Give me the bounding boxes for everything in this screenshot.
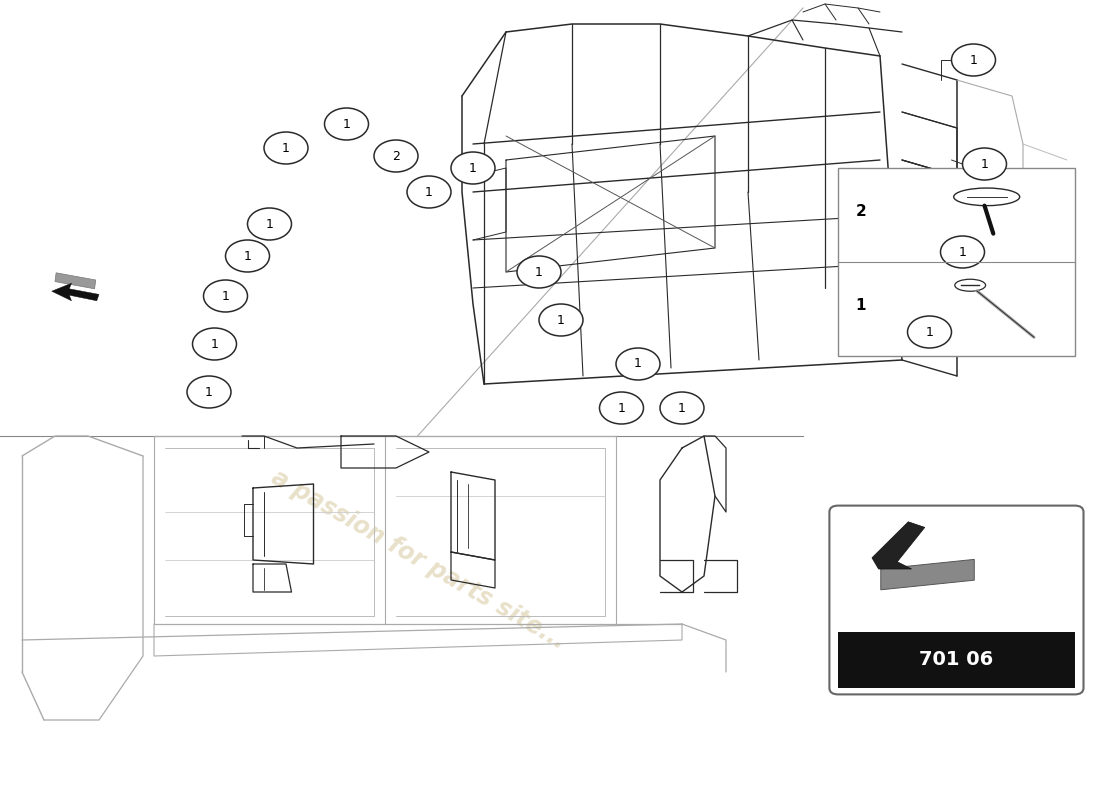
Text: 1: 1 (243, 250, 252, 262)
Text: 1: 1 (634, 358, 642, 370)
Ellipse shape (955, 279, 986, 291)
Circle shape (952, 44, 996, 76)
Circle shape (226, 240, 270, 272)
Polygon shape (881, 559, 975, 590)
Text: 1: 1 (980, 158, 989, 170)
Text: 1: 1 (425, 186, 433, 198)
FancyBboxPatch shape (829, 506, 1084, 694)
Text: 1: 1 (221, 290, 230, 302)
Text: 1: 1 (617, 402, 626, 414)
Circle shape (517, 256, 561, 288)
Circle shape (187, 376, 231, 408)
Bar (838, 632, 1075, 688)
Polygon shape (872, 522, 925, 569)
Polygon shape (55, 273, 96, 289)
Text: 1: 1 (205, 386, 213, 398)
Text: 1: 1 (969, 54, 978, 66)
Text: 1: 1 (282, 142, 290, 154)
Circle shape (600, 392, 643, 424)
Text: 2: 2 (856, 204, 867, 218)
Text: 1: 1 (535, 266, 543, 278)
Text: 1: 1 (925, 326, 934, 338)
Polygon shape (52, 283, 99, 301)
Circle shape (374, 140, 418, 172)
Circle shape (616, 348, 660, 380)
Circle shape (451, 152, 495, 184)
Text: 1: 1 (342, 118, 351, 130)
Circle shape (908, 316, 952, 348)
Circle shape (407, 176, 451, 208)
Ellipse shape (954, 188, 1020, 206)
Circle shape (539, 304, 583, 336)
Circle shape (660, 392, 704, 424)
Circle shape (204, 280, 248, 312)
Circle shape (248, 208, 292, 240)
Circle shape (940, 236, 984, 268)
Text: 1: 1 (210, 338, 219, 350)
FancyBboxPatch shape (838, 168, 1075, 356)
Text: a passion for parts site...: a passion for parts site... (266, 466, 570, 654)
Circle shape (324, 108, 369, 140)
Text: 1: 1 (856, 298, 867, 313)
Text: 1: 1 (678, 402, 686, 414)
Text: 701 06: 701 06 (920, 650, 993, 670)
Text: 1: 1 (469, 162, 477, 174)
Circle shape (962, 148, 1006, 180)
Text: 1: 1 (265, 218, 274, 230)
Text: 1: 1 (958, 246, 967, 258)
Circle shape (264, 132, 308, 164)
Text: 2: 2 (392, 150, 400, 162)
Text: 1: 1 (557, 314, 565, 326)
Circle shape (192, 328, 236, 360)
